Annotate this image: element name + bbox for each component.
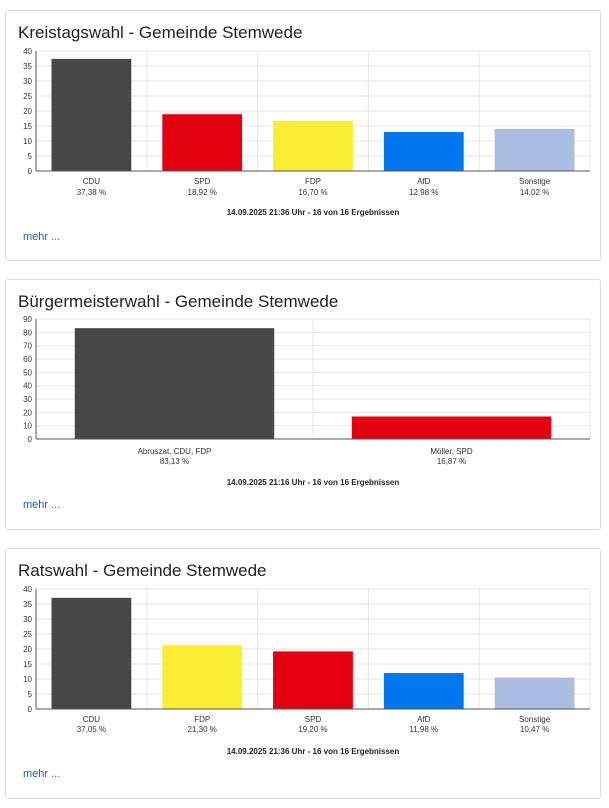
- bar: [494, 128, 575, 171]
- y-tick-label: 60: [23, 355, 32, 364]
- category-label: AfD: [417, 177, 431, 186]
- y-tick-label: 25: [23, 630, 32, 639]
- value-label: 14,02 %: [520, 188, 549, 197]
- value-label: 37,38 %: [77, 188, 106, 197]
- bar: [273, 651, 353, 709]
- more-link[interactable]: mehr ...: [23, 768, 61, 780]
- y-tick-label: 30: [23, 395, 32, 404]
- value-label: 21,30 %: [188, 725, 217, 734]
- value-label: 83,13 %: [160, 457, 189, 466]
- y-tick-label: 10: [23, 675, 32, 684]
- result-footnote: 14.09.2025 21:36 Uhr - 16 von 16 Ergebni…: [227, 208, 400, 217]
- category-label: Sonstige: [519, 177, 551, 186]
- category-label: Sonstige: [519, 715, 551, 724]
- category-label: SPD: [305, 715, 322, 724]
- bar: [162, 114, 243, 171]
- bar: [273, 120, 353, 171]
- y-tick-label: 80: [23, 328, 32, 337]
- value-label: 11,98 %: [409, 725, 438, 734]
- ratswahl-card: Ratswahl - Gemeinde Stemwede 0 5 10 15 20 25 3…: [5, 548, 601, 799]
- category-label: SPD: [194, 177, 211, 186]
- y-tick-label: 0: [28, 167, 33, 176]
- value-label: 16,70 %: [298, 188, 327, 197]
- category-label: FDP: [194, 715, 210, 724]
- y-tick-label: 0: [28, 705, 33, 714]
- bar: [383, 132, 464, 171]
- bar: [74, 328, 275, 439]
- chart-title: Bürgermeisterwahl - Gemeinde Stemwede: [18, 292, 339, 311]
- bar: [494, 677, 575, 709]
- y-tick-label: 5: [28, 152, 33, 161]
- result-footnote: 14.09.2025 21:16 Uhr - 16 von 16 Ergebni…: [227, 478, 400, 487]
- category-label: CDU: [83, 177, 101, 186]
- y-tick-label: 20: [23, 107, 32, 116]
- category-label: CDU: [83, 715, 101, 724]
- y-tick-label: 10: [23, 422, 32, 431]
- category-label: AfD: [417, 715, 431, 724]
- y-tick-label: 5: [28, 690, 33, 699]
- buergermeisterwahl-chart: 0 10 20 30 40 50 60 70 80 90 Abruszat, CDU, FDP83,…: [23, 315, 591, 487]
- kreistagswahl-chart: 0 5 10 15 20 25 30 35 40 CDU 37,38 % SPD 18,92 % FDP 1…: [23, 47, 591, 217]
- y-tick-label: 30: [23, 615, 32, 624]
- value-label: 16,87 %: [437, 457, 466, 466]
- y-tick-label: 15: [23, 122, 32, 131]
- kreistagswahl-card: Kreistagswahl - Gemeinde Stemwede 0 5 10 15…: [5, 10, 601, 261]
- y-tick-label: 30: [23, 77, 32, 86]
- bar: [51, 597, 132, 709]
- more-link[interactable]: mehr ...: [23, 499, 61, 511]
- y-tick-label: 50: [23, 368, 32, 377]
- more-link[interactable]: mehr ...: [23, 231, 61, 243]
- value-label: 12,98 %: [409, 188, 438, 197]
- y-tick-label: 35: [23, 62, 32, 71]
- y-tick-label: 10: [23, 137, 32, 146]
- value-label: 10,47 %: [520, 725, 549, 734]
- bar: [383, 673, 464, 709]
- category-label: Abruszat, CDU, FDP: [138, 447, 212, 456]
- category-label: Möller, SPD: [430, 447, 472, 456]
- y-tick-label: 15: [23, 660, 32, 669]
- result-footnote: 14.09.2025 21:36 Uhr - 16 von 16 Ergebni…: [227, 747, 400, 756]
- y-tick-label: 40: [23, 585, 32, 594]
- bar: [162, 645, 243, 709]
- y-tick-label: 90: [23, 315, 32, 324]
- chart-title: Ratswahl - Gemeinde Stemwede: [18, 561, 267, 580]
- buergermeisterwahl-card: Bürgermeisterwahl - Gemeinde Stemwede 0 1…: [5, 279, 601, 530]
- y-tick-label: 20: [23, 408, 32, 417]
- value-label: 18,92 %: [188, 188, 217, 197]
- bar: [51, 58, 132, 171]
- y-tick-label: 25: [23, 92, 32, 101]
- y-tick-label: 20: [23, 645, 32, 654]
- bar: [351, 416, 552, 439]
- y-tick-label: 40: [23, 47, 32, 56]
- value-label: 37,05 %: [77, 725, 106, 734]
- y-tick-label: 40: [23, 382, 32, 391]
- category-label: FDP: [305, 177, 321, 186]
- value-label: 19,20 %: [298, 725, 327, 734]
- y-tick-label: 35: [23, 600, 32, 609]
- y-tick-label: 0: [28, 435, 33, 444]
- chart-title: Kreistagswahl - Gemeinde Stemwede: [18, 23, 303, 42]
- y-tick-label: 70: [23, 342, 32, 351]
